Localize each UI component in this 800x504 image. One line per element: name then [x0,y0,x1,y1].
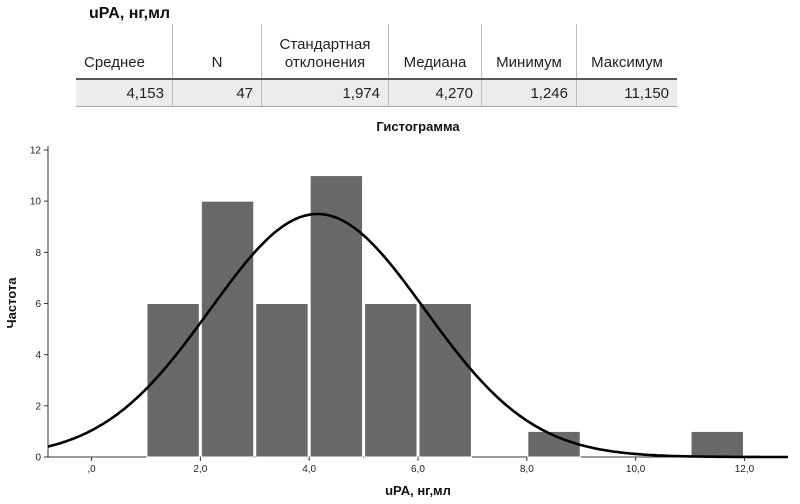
chart-title: Гистограмма [376,119,460,134]
value-n: 47 [172,79,262,107]
value-median: 4,270 [388,79,482,107]
header-mean: Среднее [76,24,173,79]
x-tick-label: 2,0 [193,464,207,475]
value-max: 11,150 [576,79,677,107]
stats-header-row: Среднее N Стандартная отклонения Медиана… [76,24,677,79]
histogram-bar [690,430,744,458]
x-tick-label: 10,0 [626,464,646,475]
statistics-table: Среднее N Стандартная отклонения Медиана… [76,24,677,107]
x-tick-label: 4,0 [302,464,316,475]
stats-title: uPA, нг,мл [89,5,171,22]
y-tick-label: 0 [35,453,41,464]
y-tick-label: 6 [35,299,41,310]
y-tick-label: 10 [30,197,42,208]
value-min: 1,246 [481,79,577,107]
value-mean: 4,153 [76,79,173,107]
header-n: N [172,24,262,79]
histogram-bar [309,175,364,458]
value-std: 1,974 [261,79,389,107]
x-tick-label: 8,0 [520,464,534,475]
histogram-bar [364,303,418,458]
x-axis-label: uPA, нг,мл [385,483,451,498]
histogram-bar [200,200,255,458]
stats-value-row: 4,153 47 1,974 4,270 1,246 11,150 [76,79,677,107]
header-median: Медиана [388,24,482,79]
header-min: Минимум [481,24,577,79]
x-tick-label: ,0 [87,464,96,475]
x-tick-label: 12,0 [735,464,755,475]
header-max: Максимум [591,54,663,71]
x-tick-label: 6,0 [411,464,425,475]
y-tick-label: 2 [35,401,41,412]
y-tick-label: 4 [35,350,41,361]
normal-curve [47,212,788,459]
histogram-bar [418,303,472,458]
histogram-bar [255,303,309,458]
y-tick-label: 12 [30,146,42,157]
y-tick-label: 8 [35,248,41,259]
header-std: Стандартная отклонения [261,24,389,79]
y-axis-label: Частота [4,277,19,329]
